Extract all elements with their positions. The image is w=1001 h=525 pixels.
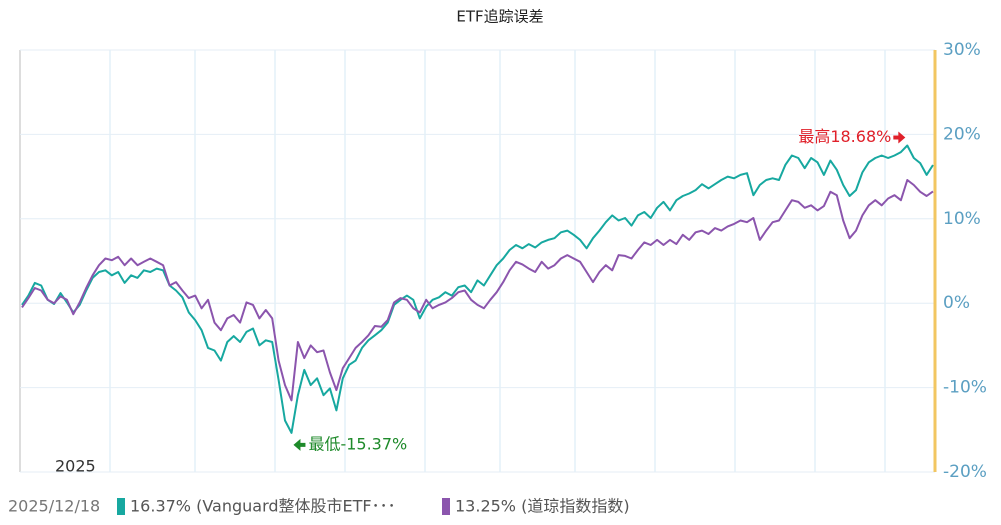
legend-label: 16.37% (Vanguard整体股市ETF･･･: [130, 497, 396, 516]
min-arrow: [293, 438, 306, 451]
legend-swatch: [117, 498, 125, 515]
legend-label: 13.25% (道琼指数指数): [455, 497, 630, 516]
chart-title: ETF追踪误差: [456, 8, 543, 26]
year-label: 2025: [55, 457, 96, 476]
min-annotation: 最低-15.37%: [308, 434, 407, 453]
y-tick-label: 20%: [943, 124, 981, 144]
date-label: 2025/12/18: [8, 497, 100, 516]
y-tick-label: 10%: [943, 209, 981, 229]
y-tick-label: -20%: [943, 462, 987, 482]
y-tick-label: 0%: [943, 293, 970, 313]
max-arrow: [893, 131, 906, 144]
series-line: [21, 179, 934, 402]
legend-swatch: [442, 498, 450, 515]
max-annotation: 最高18.68%: [798, 127, 891, 146]
y-tick-label: 30%: [943, 40, 981, 60]
y-tick-label: -10%: [943, 378, 987, 398]
series-line: [21, 144, 934, 434]
